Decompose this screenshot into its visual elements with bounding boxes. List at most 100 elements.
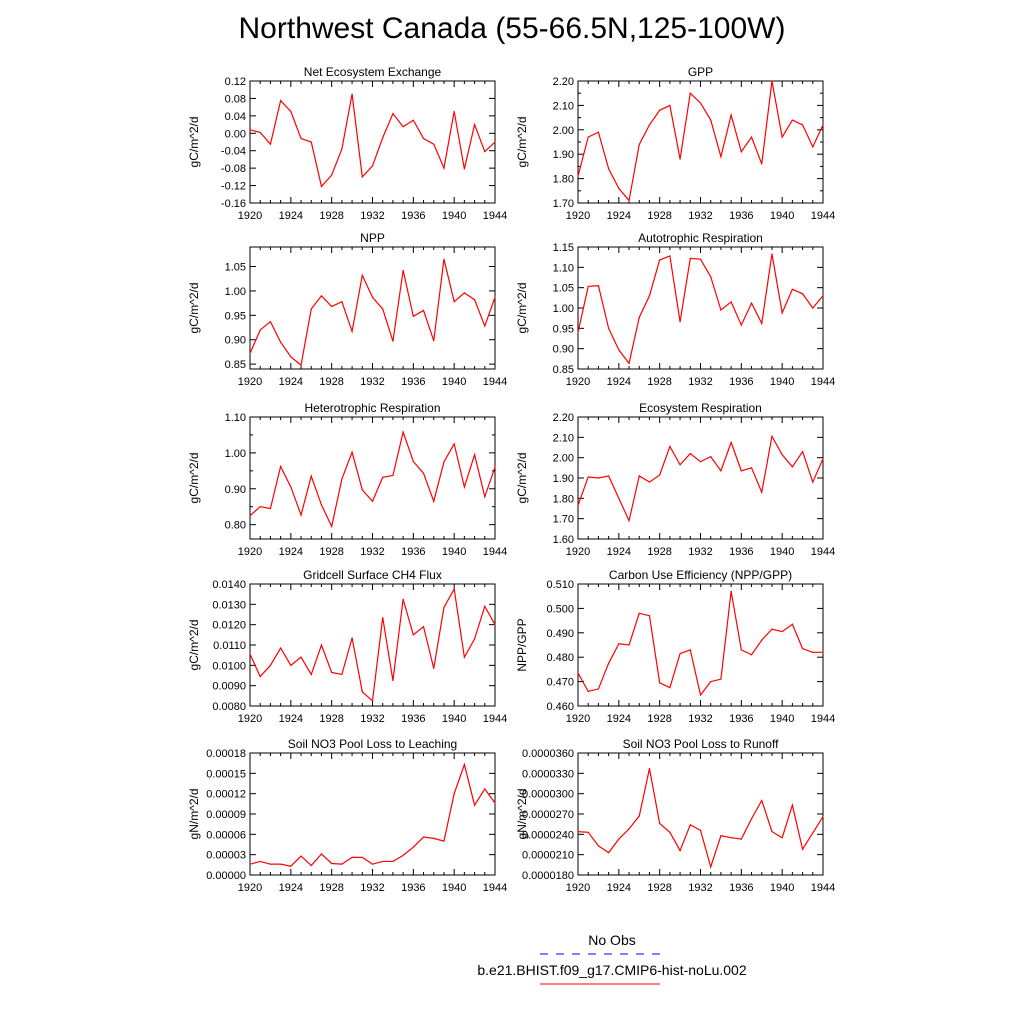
data-point [453,793,455,795]
x-tick-label: 1940 [770,376,794,388]
data-point [679,850,681,852]
y-tick-label: 0.00012 [206,789,246,801]
data-point [494,802,496,804]
data-point [382,616,384,619]
data-point [259,860,261,863]
data-point [730,837,732,839]
x-tick-label: 1920 [566,713,590,725]
data-point [392,340,394,342]
y-tick-label: 0.0130 [212,599,246,611]
data-point [433,340,435,342]
series-line [577,591,823,697]
x-tick-label: 1920 [566,376,590,388]
data-point [269,664,272,666]
data-point [320,504,323,506]
x-tick-label: 1936 [729,882,753,894]
data-point [249,129,251,131]
data-point [618,643,620,645]
plot-frame [577,246,824,370]
data-point [473,638,476,640]
x-tick-label: 1944 [811,376,835,388]
data-point [812,832,814,834]
x-tick-label: 1932 [688,210,712,222]
x-tick-label: 1924 [607,376,631,388]
data-point [351,451,353,453]
y-tick-label: 1.00 [225,448,246,460]
data-point [443,461,445,463]
y-tick-label: 0.510 [546,579,574,591]
data-point [341,863,343,865]
y-tick-label: 0.85 [225,359,246,371]
chart-title: NPP [360,231,385,245]
data-point [412,119,414,121]
data-point [689,649,691,651]
data-point [750,302,753,304]
chart-panel: Autotrophic Respiration gC/m^2/d 1.15 1.10 1… [515,231,835,388]
chart-panel: Soil NO3 Pool Loss to RunoffgN/m^2/d0.00… [515,737,835,894]
chart-title: Carbon Use Efficiency (NPP/GPP) [609,568,792,582]
page-title: Northwest Canada (55-66.5N,125-100W) [238,12,786,45]
data-point [290,356,292,358]
data-point [720,309,722,311]
x-tick-label: 1920 [566,210,590,222]
data-point [801,648,804,650]
data-point [300,855,302,857]
data-point [433,667,435,669]
data-point [280,465,282,468]
data-point [781,630,783,633]
y-axis-label: gC/m^2/d [187,620,201,671]
data-point [781,136,783,138]
data-point [608,852,610,854]
y-tick-label: 2.00 [553,453,574,465]
y-tick-label: 0.0000240 [522,829,574,841]
data-point [648,481,651,483]
y-axis-label: NPP/GPP [515,618,529,671]
legend-label-no-obs: No Obs [588,932,636,948]
x-tick-label: 1932 [688,376,712,388]
data-point [730,441,732,444]
data-point [648,767,651,770]
series-line [249,259,496,367]
data-point [710,276,712,278]
data-point [320,295,323,297]
data-point [781,837,783,839]
data-point [710,456,712,458]
y-tick-label: 0.0000270 [522,809,574,821]
plot-frame [249,80,496,204]
data-point [392,113,394,115]
y-tick-label: 2.20 [553,412,574,424]
data-point [361,856,363,858]
x-tick-label: 1936 [401,546,425,558]
data-point [822,816,824,818]
data-point [320,644,323,646]
chart-panel: Soil NO3 Pool Loss to Leaching gN/m^2/d 0.… [187,737,507,894]
x-tick-label: 1944 [811,210,835,222]
data-point [669,255,671,257]
y-tick-label: 0.0090 [212,681,246,693]
x-tick-label: 1936 [401,376,425,388]
y-tick-label: 0.0080 [212,701,246,713]
x-tick-label: 1940 [770,546,794,558]
data-point [638,143,640,146]
x-tick-label: 1940 [442,882,466,894]
data-point [679,158,681,160]
x-tick-label: 1944 [483,713,507,725]
data-point [473,454,476,456]
data-point [750,654,753,656]
data-point [361,176,363,178]
data-point [771,253,773,255]
y-tick-label: 0.0000180 [522,870,574,882]
data-point [249,515,251,517]
data-point [750,136,753,138]
data-point [392,474,394,477]
series-line [577,768,824,869]
data-point [628,644,630,646]
data-point [310,673,312,676]
data-point [669,104,671,106]
data-point [402,431,404,433]
chart-title: Autotrophic Respiration [638,231,763,245]
data-point [351,330,353,333]
x-tick-label: 1940 [442,376,466,388]
data-point [618,838,620,840]
